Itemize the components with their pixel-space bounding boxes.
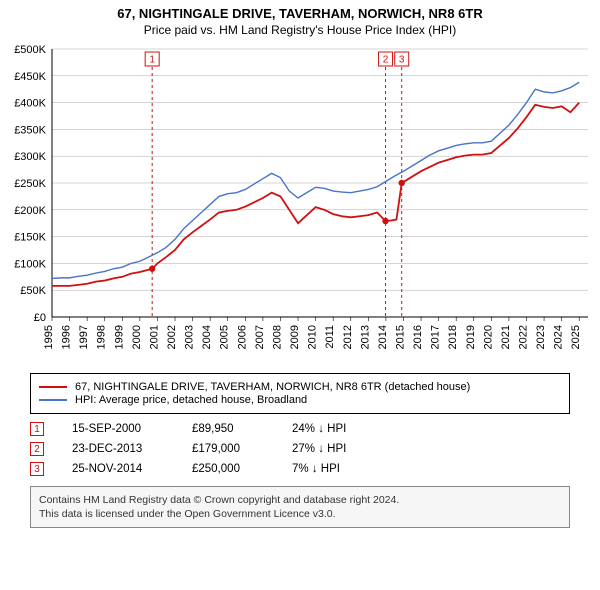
svg-text:2008: 2008 <box>271 325 283 349</box>
sales-row: 2 23-DEC-2013£179,00027% ↓ HPI <box>30 442 570 456</box>
svg-text:2010: 2010 <box>307 325 319 349</box>
svg-text:2016: 2016 <box>412 325 424 349</box>
svg-text:£0: £0 <box>34 312 46 324</box>
svg-text:2004: 2004 <box>201 325 213 349</box>
legend: 67, NIGHTINGALE DRIVE, TAVERHAM, NORWICH… <box>30 373 570 414</box>
svg-text:1997: 1997 <box>78 325 90 349</box>
svg-text:2005: 2005 <box>219 325 231 349</box>
chart-area: £0 £50K £100K £150K £200K £250K £300K £350K £400… <box>0 39 600 369</box>
sales-delta: 24% ↓ HPI <box>292 423 412 435</box>
legend-row: HPI: Average price, detached house, Broa… <box>39 394 561 406</box>
sales-price: £89,950 <box>192 423 292 435</box>
svg-text:£350K: £350K <box>14 124 46 136</box>
legend-row: 67, NIGHTINGALE DRIVE, TAVERHAM, NORWICH… <box>39 381 561 393</box>
svg-text:£400K: £400K <box>14 98 46 110</box>
svg-text:1995: 1995 <box>43 325 55 349</box>
svg-text:2013: 2013 <box>359 325 371 349</box>
sales-table: 1 15-SEP-2000£89,95024% ↓ HPI 2 23-DEC-2013… <box>30 422 570 476</box>
svg-text:2001: 2001 <box>148 325 160 349</box>
svg-text:2011: 2011 <box>324 325 336 349</box>
sales-date: 23-DEC-2013 <box>72 443 192 455</box>
svg-text:2000: 2000 <box>131 325 143 349</box>
svg-text:3: 3 <box>399 55 405 66</box>
chart-title: 67, NIGHTINGALE DRIVE, TAVERHAM, NORWICH… <box>0 6 600 21</box>
svg-text:£500K: £500K <box>14 44 46 56</box>
legend-label: HPI: Average price, detached house, Broa… <box>75 394 307 406</box>
svg-text:2014: 2014 <box>377 325 389 349</box>
sales-marker: 2 <box>30 442 44 456</box>
footer-line-2: This data is licensed under the Open Gov… <box>39 507 561 521</box>
sales-date: 25-NOV-2014 <box>72 463 192 475</box>
sales-date: 15-SEP-2000 <box>72 423 192 435</box>
svg-text:2009: 2009 <box>289 325 301 349</box>
page-container: 67, NIGHTINGALE DRIVE, TAVERHAM, NORWICH… <box>0 0 600 528</box>
svg-text:1998: 1998 <box>96 325 108 349</box>
legend-swatch <box>39 386 67 388</box>
chart-header: 67, NIGHTINGALE DRIVE, TAVERHAM, NORWICH… <box>0 0 600 39</box>
sales-price: £179,000 <box>192 443 292 455</box>
svg-text:2020: 2020 <box>482 325 494 349</box>
footer-attribution: Contains HM Land Registry data © Crown c… <box>30 486 570 528</box>
chart-subtitle: Price paid vs. HM Land Registry's House … <box>0 23 600 37</box>
svg-text:1: 1 <box>149 55 155 66</box>
svg-text:2003: 2003 <box>184 325 196 349</box>
svg-text:£250K: £250K <box>14 178 46 190</box>
svg-text:£50K: £50K <box>20 285 46 297</box>
svg-text:2024: 2024 <box>553 325 565 349</box>
svg-text:2021: 2021 <box>500 325 512 349</box>
svg-text:1999: 1999 <box>113 325 125 349</box>
svg-text:£150K: £150K <box>14 232 46 244</box>
svg-text:2006: 2006 <box>236 325 248 349</box>
svg-text:2022: 2022 <box>517 325 529 349</box>
line-chart-svg: £0 £50K £100K £150K £200K £250K £300K £350K £400… <box>0 39 600 369</box>
svg-text:2002: 2002 <box>166 325 178 349</box>
svg-text:2007: 2007 <box>254 325 266 349</box>
sales-delta: 27% ↓ HPI <box>292 443 412 455</box>
svg-text:2012: 2012 <box>342 325 354 349</box>
svg-text:2: 2 <box>383 55 389 66</box>
footer-line-1: Contains HM Land Registry data © Crown c… <box>39 493 561 507</box>
svg-text:£300K: £300K <box>14 151 46 163</box>
sales-marker: 3 <box>30 462 44 476</box>
svg-text:2023: 2023 <box>535 325 547 349</box>
svg-text:1996: 1996 <box>61 325 73 349</box>
legend-swatch <box>39 399 67 401</box>
sales-delta: 7% ↓ HPI <box>292 463 412 475</box>
svg-text:2018: 2018 <box>447 325 459 349</box>
svg-text:2025: 2025 <box>570 325 582 349</box>
svg-text:2017: 2017 <box>430 325 442 349</box>
svg-text:£450K: £450K <box>14 71 46 83</box>
sales-row: 1 15-SEP-2000£89,95024% ↓ HPI <box>30 422 570 436</box>
sales-price: £250,000 <box>192 463 292 475</box>
sales-row: 3 25-NOV-2014£250,0007% ↓ HPI <box>30 462 570 476</box>
svg-text:2015: 2015 <box>394 325 406 349</box>
legend-label: 67, NIGHTINGALE DRIVE, TAVERHAM, NORWICH… <box>75 381 470 393</box>
svg-text:£100K: £100K <box>14 258 46 270</box>
svg-text:2019: 2019 <box>465 325 477 349</box>
svg-text:£200K: £200K <box>14 205 46 217</box>
sales-marker: 1 <box>30 422 44 436</box>
